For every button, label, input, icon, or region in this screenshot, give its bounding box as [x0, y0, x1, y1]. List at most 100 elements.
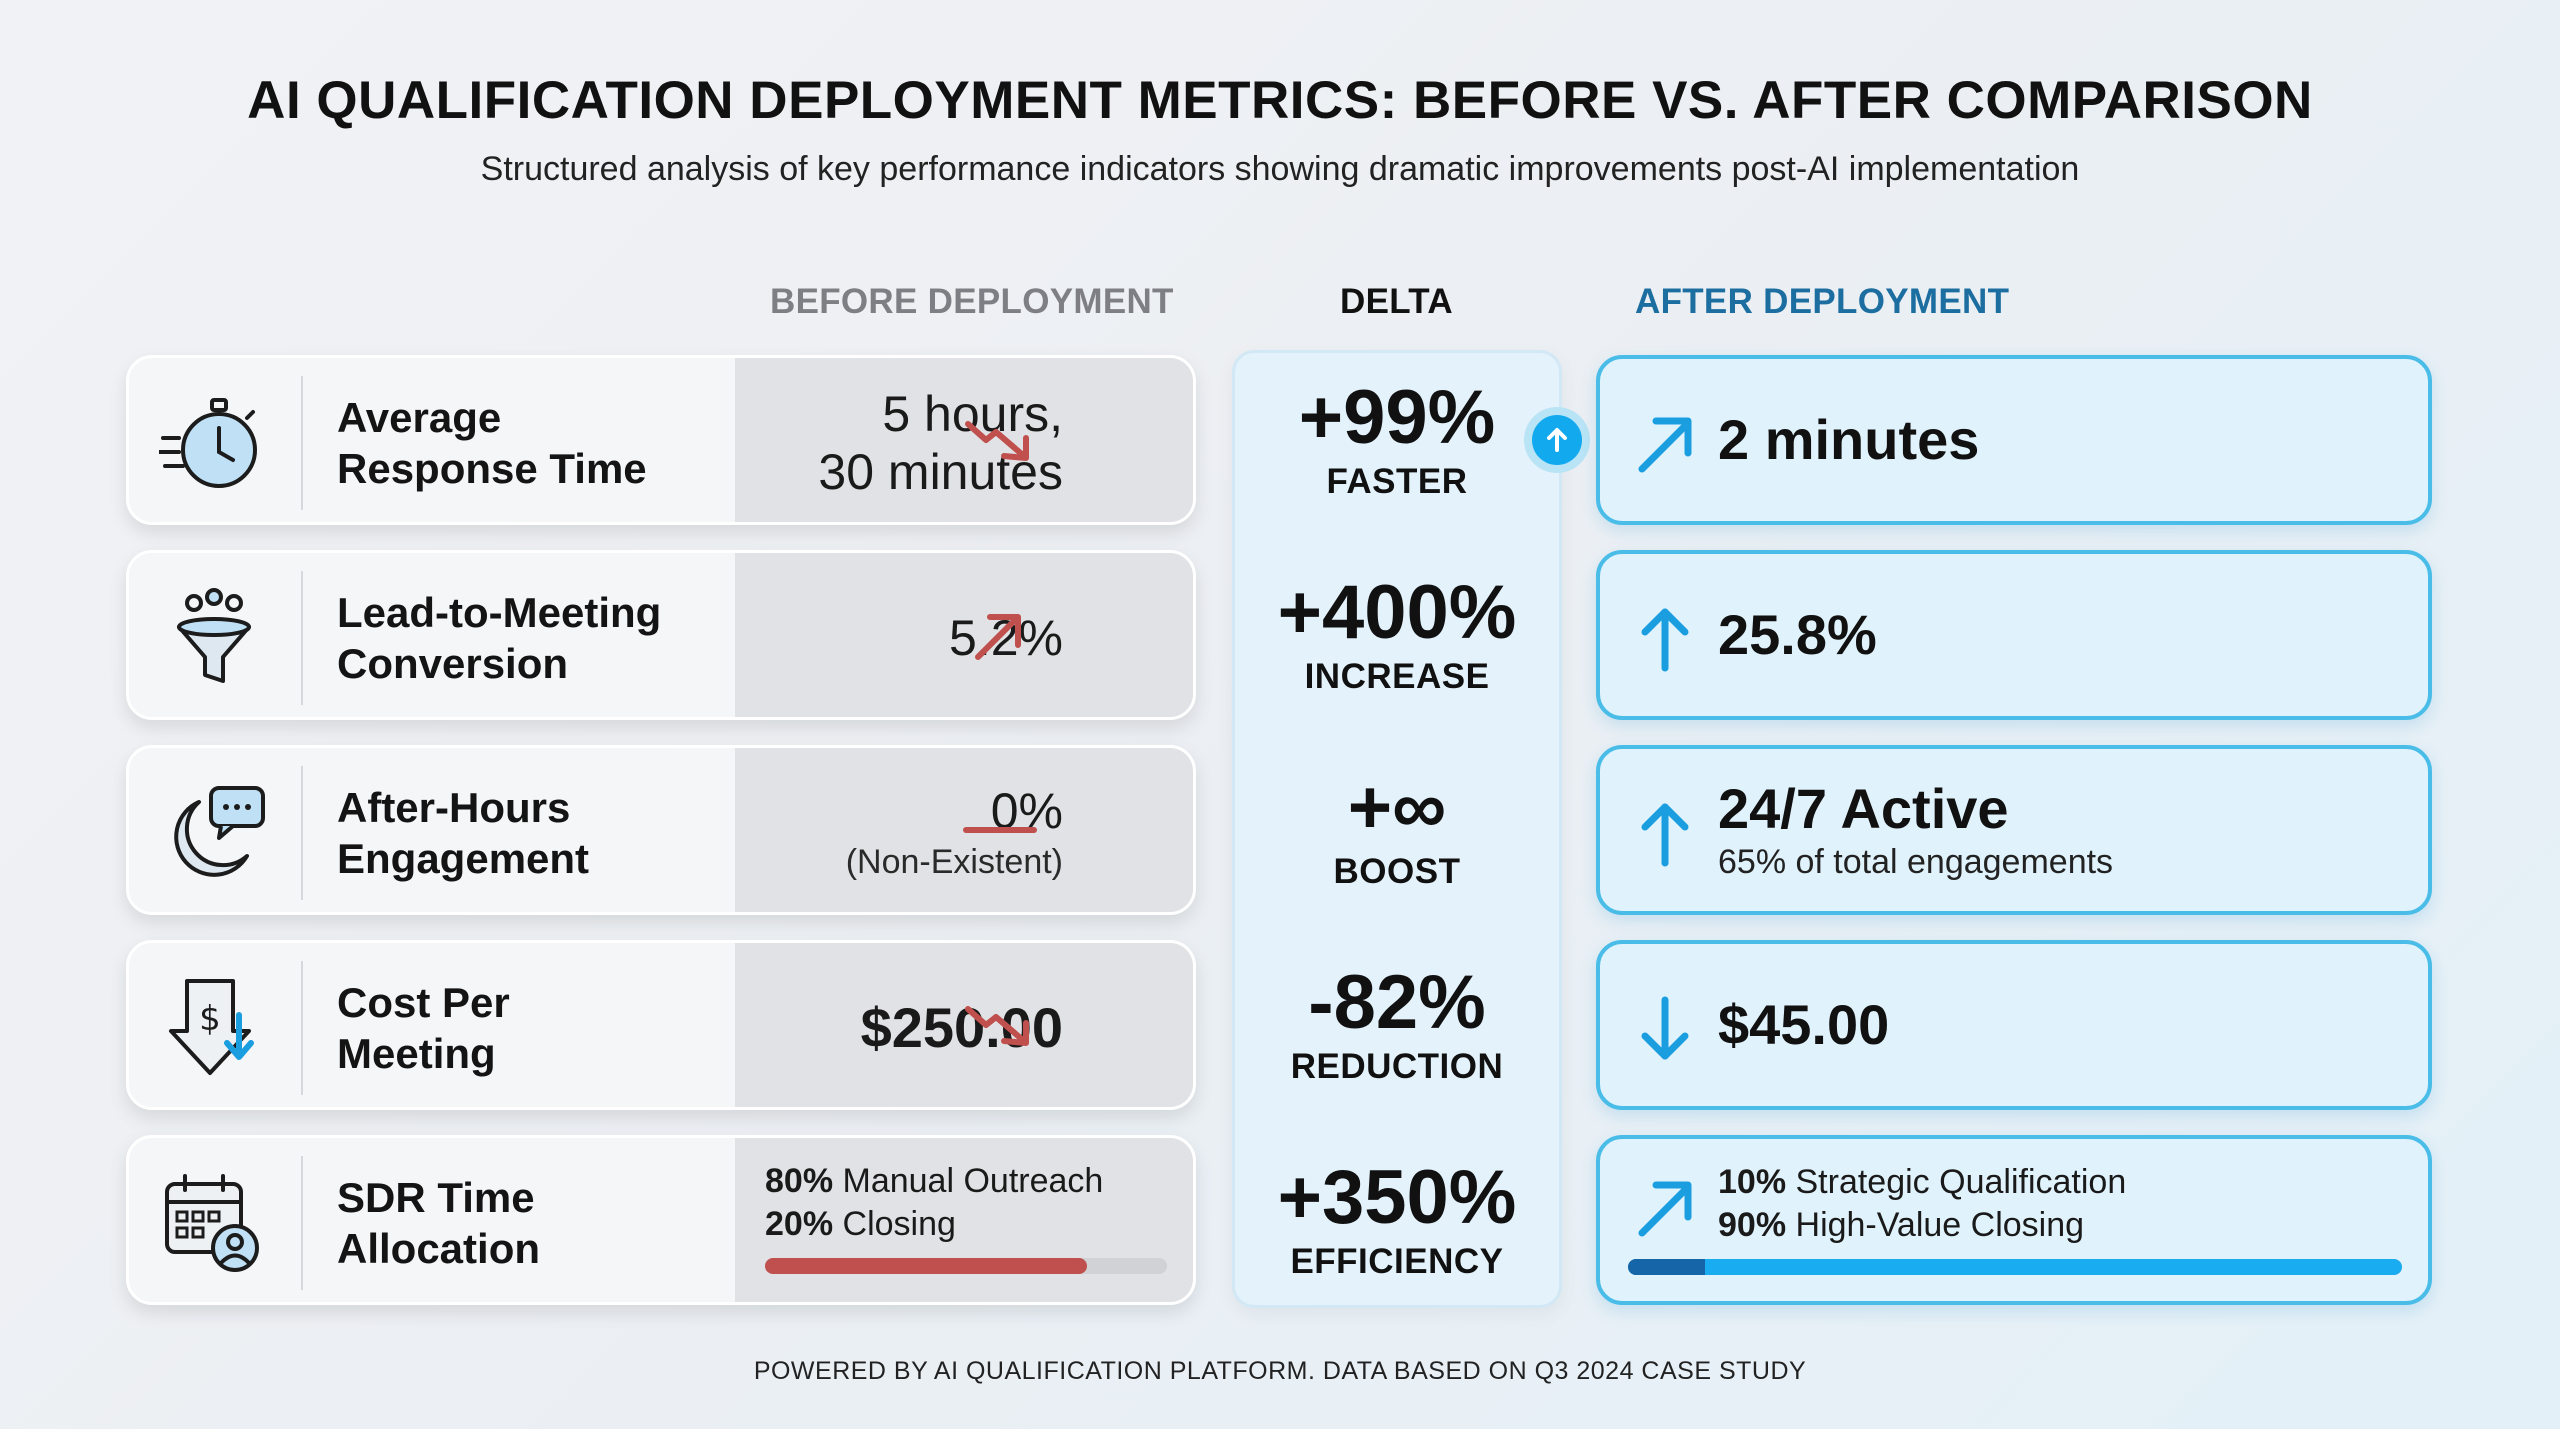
arrow-up-icon	[1630, 799, 1700, 869]
delta-value: +350%	[1277, 1155, 1517, 1240]
delta-label: BOOST	[1333, 852, 1461, 891]
before-card: SDR Time Allocation 80% Manual Outreach …	[126, 1135, 1196, 1305]
delta-cell: +99% FASTER	[1232, 355, 1562, 525]
after-value: 25.8%	[1718, 554, 2398, 716]
delta-cell: +350% EFFICIENCY	[1232, 1135, 1562, 1305]
card-divider	[301, 961, 303, 1095]
trend-down-icon	[960, 410, 1040, 470]
metric-row-cost: $ Cost Per Meeting $250.00 -82% REDUCTIO…	[0, 940, 2560, 1110]
trend-up-icon	[960, 605, 1040, 665]
delta-cell: -82% REDUCTION	[1232, 940, 1562, 1110]
before-allocation-line: 20% Closing	[765, 1203, 1185, 1246]
card-divider	[301, 571, 303, 705]
column-header-delta: DELTA	[1340, 282, 1453, 321]
after-value-text: $45.00	[1718, 993, 1890, 1056]
delta-cell: +400% INCREASE	[1232, 550, 1562, 720]
delta-label: INCREASE	[1304, 657, 1490, 696]
before-value-area	[735, 1138, 1193, 1302]
after-value-text: 24/7 Active	[1718, 777, 2009, 840]
before-allocation-line: 80% Manual Outreach	[765, 1160, 1185, 1203]
after-allocation-bar-fill-closing	[1628, 1259, 2402, 1275]
metric-row-conversion: Lead-to-Meeting Conversion 5.2% +400% IN…	[0, 550, 2560, 720]
delta-value: +99%	[1298, 375, 1496, 460]
metric-label: Average Response Time	[337, 358, 727, 522]
delta-value: +∞	[1347, 765, 1447, 850]
delta-label: REDUCTION	[1290, 1047, 1504, 1086]
flat-line-icon	[960, 800, 1040, 860]
calendar-user-icon	[159, 1170, 269, 1276]
metric-row-after-hours: After-Hours Engagement 0% (Non-Existent)…	[0, 745, 2560, 915]
card-divider	[301, 376, 303, 510]
metric-label-line1: Cost Per	[337, 979, 510, 1026]
column-header-before: BEFORE DEPLOYMENT	[770, 282, 1174, 321]
metric-label: Cost Per Meeting	[337, 943, 727, 1107]
card-divider	[301, 766, 303, 900]
stopwatch-icon	[157, 390, 269, 496]
metric-label: Lead-to-Meeting Conversion	[337, 553, 727, 717]
page-subtitle: Structured analysis of key performance i…	[480, 150, 2080, 188]
metric-row-sdr-allocation: SDR Time Allocation 80% Manual Outreach …	[0, 1135, 2560, 1305]
before-value-line2: (Non-Existent)	[845, 843, 1063, 881]
before-value: $250.00	[643, 943, 1063, 1107]
after-card: $45.00	[1596, 940, 2432, 1110]
metric-label-line2: Meeting	[337, 1030, 496, 1077]
delta-label: EFFICIENCY	[1290, 1242, 1504, 1281]
before-value-line1: $250.00	[860, 996, 1063, 1059]
metric-row-response-time: Average Response Time 5 hours, 30 minute…	[0, 355, 2560, 525]
card-divider	[301, 1156, 303, 1290]
after-value: 24/7 Active 65% of total engagements	[1718, 749, 2398, 911]
dollar-down-icon: $	[159, 975, 269, 1081]
arrow-down-icon	[1630, 994, 1700, 1064]
before-value-area	[735, 943, 1193, 1107]
delta-value: +400%	[1277, 570, 1517, 655]
allocation-pct: 20%	[765, 1205, 834, 1243]
delta-value: -82%	[1308, 960, 1486, 1045]
before-value-line1: 5 hours,	[882, 386, 1063, 442]
trend-down-icon	[960, 995, 1040, 1055]
arrow-up-icon	[1630, 604, 1700, 674]
svg-text:$: $	[199, 999, 221, 1039]
metric-label-line2: Response Time	[337, 445, 647, 492]
funnel-icon	[159, 585, 269, 691]
metric-label: After-Hours Engagement	[337, 748, 727, 912]
metric-label-line1: Average	[337, 394, 502, 441]
allocation-text: Closing	[833, 1205, 956, 1243]
after-allocation-bar	[1628, 1259, 2402, 1275]
delta-cell: +∞ BOOST	[1232, 745, 1562, 915]
before-value-area	[735, 358, 1193, 522]
after-allocation-line: 10% Strategic Qualification	[1718, 1161, 2398, 1204]
metric-label-line2: Allocation	[337, 1225, 541, 1272]
allocation-text: Strategic Qualification	[1786, 1163, 2127, 1201]
after-value: $45.00	[1718, 944, 2398, 1106]
metric-label-line2: Conversion	[337, 640, 569, 687]
after-value: 2 minutes	[1718, 359, 2398, 521]
before-allocation: 80% Manual Outreach 20% Closing	[765, 1160, 1185, 1246]
footer-note: POWERED BY AI QUALIFICATION PLATFORM. DA…	[753, 1357, 1807, 1385]
moon-chat-icon	[159, 780, 269, 886]
before-card: $ Cost Per Meeting $250.00	[126, 940, 1196, 1110]
after-value-subtext: 65% of total engagements	[1718, 843, 2114, 881]
after-card: 10% Strategic Qualification 90% High-Val…	[1596, 1135, 2432, 1305]
before-card: Average Response Time 5 hours, 30 minute…	[126, 355, 1196, 525]
allocation-text: Manual Outreach	[833, 1162, 1104, 1200]
after-card: 25.8%	[1596, 550, 2432, 720]
before-allocation-bar-fill	[765, 1258, 1087, 1274]
after-allocation-bar-fill-qualification	[1628, 1259, 1706, 1275]
allocation-pct: 90%	[1718, 1206, 1787, 1244]
metric-label-line2: Engagement	[337, 835, 590, 882]
after-value-text: 2 minutes	[1718, 408, 1980, 471]
after-allocation: 10% Strategic Qualification 90% High-Val…	[1718, 1161, 2398, 1247]
delta-column-panel	[1232, 350, 1562, 1308]
arrow-up-right-icon	[1630, 409, 1700, 479]
page-title: AI QUALIFICATION DEPLOYMENT METRICS: BEF…	[247, 71, 2313, 130]
arrow-up-right-icon	[1630, 1173, 1700, 1243]
after-card: 24/7 Active 65% of total engagements	[1596, 745, 2432, 915]
before-value-area	[735, 553, 1193, 717]
allocation-pct: 10%	[1718, 1163, 1787, 1201]
up-badge-icon	[1524, 407, 1590, 473]
after-value-text: 25.8%	[1718, 603, 1877, 666]
before-allocation-bar	[765, 1258, 1167, 1274]
allocation-pct: 80%	[765, 1162, 834, 1200]
after-card: 2 minutes	[1596, 355, 2432, 525]
metric-label-line1: SDR Time	[337, 1174, 535, 1221]
